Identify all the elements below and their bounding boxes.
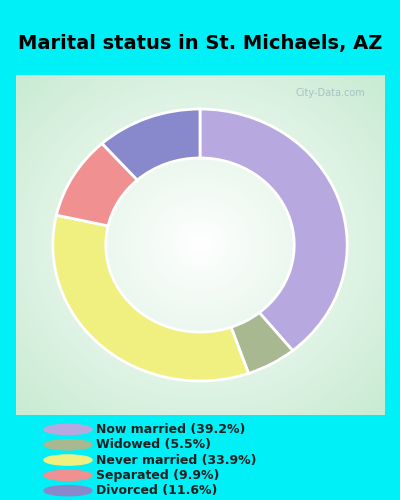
Text: Separated (9.9%): Separated (9.9%) <box>96 469 219 482</box>
Circle shape <box>44 424 92 434</box>
Wedge shape <box>53 215 248 381</box>
Text: Never married (33.9%): Never married (33.9%) <box>96 454 256 466</box>
Text: Widowed (5.5%): Widowed (5.5%) <box>96 438 211 451</box>
Text: Divorced (11.6%): Divorced (11.6%) <box>96 484 217 497</box>
Text: City-Data.com: City-Data.com <box>296 88 366 98</box>
Wedge shape <box>231 312 293 374</box>
Circle shape <box>44 455 92 465</box>
Wedge shape <box>56 144 137 226</box>
Wedge shape <box>102 109 200 180</box>
Circle shape <box>44 470 92 480</box>
Text: Marital status in St. Michaels, AZ: Marital status in St. Michaels, AZ <box>18 34 382 54</box>
Circle shape <box>44 440 92 450</box>
Wedge shape <box>200 109 347 350</box>
Text: Now married (39.2%): Now married (39.2%) <box>96 423 245 436</box>
Circle shape <box>44 486 92 496</box>
